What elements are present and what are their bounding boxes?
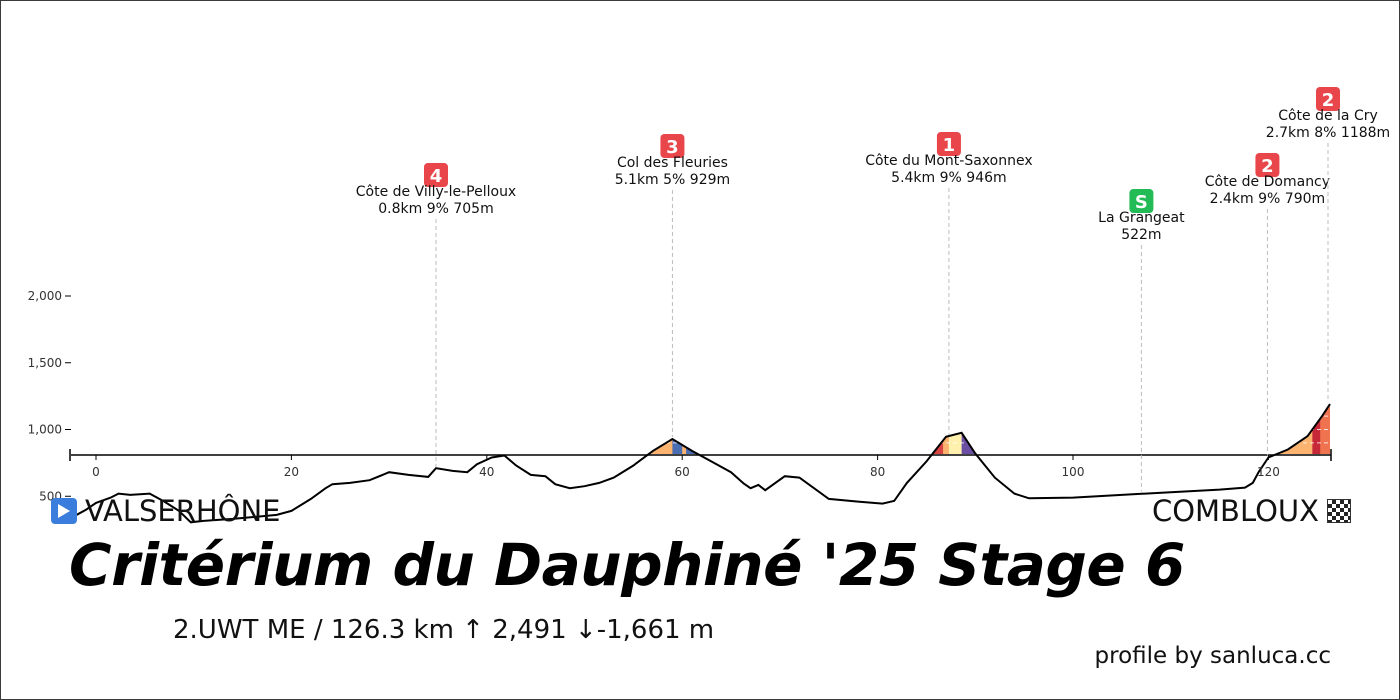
gradient-segment bbox=[686, 404, 745, 454]
category-badge bbox=[936, 132, 961, 156]
gradient-segment bbox=[943, 404, 950, 454]
gradient-segment bbox=[599, 404, 605, 454]
category-badge-label: 2 bbox=[1261, 156, 1274, 177]
gradient-segment bbox=[682, 404, 687, 454]
climb-detail: 5.1km 5% 929m bbox=[615, 172, 730, 188]
gradient-segment bbox=[430, 404, 439, 454]
gradient-segment bbox=[1046, 404, 1246, 454]
gradient-segment bbox=[758, 404, 766, 454]
gradient-segment bbox=[550, 404, 566, 454]
stage-stats: 2.UWT ME / 126.3 km ↑ 2,491 ↓-1,661 m bbox=[173, 615, 715, 645]
climb-name: Col des Fleuries bbox=[617, 155, 728, 171]
gradient-segment bbox=[750, 404, 760, 454]
gradient-segment bbox=[1244, 404, 1254, 454]
gradient-segment bbox=[613, 404, 674, 454]
category-badge bbox=[1255, 153, 1280, 177]
category-badge bbox=[423, 163, 448, 187]
x-tick-label: 60 bbox=[675, 465, 690, 479]
gradient-segment bbox=[1022, 404, 1048, 454]
climb-name: Côte de Villy-le-Pelloux bbox=[356, 184, 517, 200]
gradient-segment bbox=[369, 404, 390, 454]
gradient-segment bbox=[543, 404, 551, 454]
gradient-segment bbox=[437, 404, 468, 454]
climb-name: Côte de la Cry bbox=[1278, 108, 1378, 124]
y-tick-label: 1,000 bbox=[28, 423, 62, 437]
gradient-segment bbox=[78, 404, 103, 454]
y-tick-label: 2,000 bbox=[28, 289, 62, 303]
x-tick-label: 20 bbox=[284, 465, 299, 479]
climb-name: La Grangeat bbox=[1098, 210, 1185, 226]
stage-title: Critérium du Dauphiné '25 Stage 6 bbox=[69, 531, 1185, 599]
gradient-segment bbox=[808, 404, 835, 454]
gradient-segment bbox=[530, 404, 545, 454]
climb-name: Côte du Mont-Saxonnex bbox=[865, 153, 1032, 169]
gradient-segment bbox=[479, 404, 505, 454]
gradient-segment bbox=[1002, 404, 1023, 454]
checkered-flag-icon bbox=[1327, 499, 1351, 523]
climb-detail: 5.4km 9% 946m bbox=[891, 170, 1006, 186]
gradient-segment bbox=[867, 404, 895, 454]
finish-location: COMBLOUX bbox=[1151, 494, 1351, 528]
finish-town: COMBLOUX bbox=[1151, 494, 1319, 528]
gradient-segment bbox=[775, 404, 799, 454]
x-tick-label: 80 bbox=[870, 465, 885, 479]
gradient-segment bbox=[332, 404, 371, 454]
gradient-segment bbox=[1252, 404, 1260, 454]
elevation-outline bbox=[70, 403, 1331, 524]
gradient-segment bbox=[101, 404, 120, 454]
profile-credit: profile by sanluca.cc bbox=[1094, 643, 1331, 669]
category-badge-label: 2 bbox=[1322, 90, 1335, 111]
x-tick-label: 40 bbox=[479, 465, 494, 479]
gradient-segment bbox=[743, 404, 752, 454]
gradient-segment bbox=[389, 404, 431, 454]
x-tick-label: 100 bbox=[1062, 465, 1085, 479]
play-icon bbox=[51, 498, 77, 524]
gradient-segment bbox=[118, 404, 151, 454]
gradient-segment bbox=[797, 404, 809, 454]
climb-detail: 0.8km 9% 705m bbox=[378, 201, 493, 217]
gradient-segment bbox=[504, 404, 532, 454]
gradient-segment bbox=[570, 404, 600, 454]
climb-detail: 2.4km 9% 790m bbox=[1210, 191, 1325, 207]
category-badge bbox=[1129, 189, 1154, 213]
gradient-segment bbox=[765, 404, 776, 454]
gradient-segment bbox=[961, 404, 1004, 454]
climb-name: Côte de Domancy bbox=[1205, 174, 1330, 190]
gradient-segment bbox=[149, 404, 192, 454]
climb-detail: 522m bbox=[1121, 227, 1161, 243]
x-tick-label: 0 bbox=[92, 465, 100, 479]
gradient-segment bbox=[604, 404, 615, 454]
gradient-segment bbox=[1258, 404, 1269, 454]
category-badge-label: 3 bbox=[666, 137, 679, 158]
category-badge-label: S bbox=[1135, 192, 1148, 213]
gradient-segment bbox=[948, 404, 963, 454]
category-badge bbox=[1315, 87, 1340, 111]
x-tick-label: 120 bbox=[1257, 465, 1280, 479]
category-badge-label: 1 bbox=[943, 135, 956, 156]
gradient-segment bbox=[894, 404, 904, 454]
gradient-segment bbox=[71, 404, 80, 454]
y-tick-label: 1,500 bbox=[28, 356, 62, 370]
category-badge-label: 4 bbox=[430, 166, 443, 187]
gradient-segment bbox=[903, 404, 944, 454]
start-town: VALSERHÔNE bbox=[85, 494, 281, 528]
gradient-segment bbox=[291, 404, 334, 454]
gradient-segment bbox=[1312, 404, 1321, 454]
gradient-segment bbox=[467, 404, 481, 454]
gradient-segment bbox=[190, 404, 292, 454]
gradient-segment bbox=[564, 404, 572, 454]
category-badge bbox=[660, 134, 685, 158]
start-location: VALSERHÔNE bbox=[51, 494, 281, 528]
gradient-segment bbox=[833, 404, 869, 454]
climb-detail: 2.7km 8% 1188m bbox=[1266, 125, 1390, 141]
gradient-segment bbox=[672, 404, 683, 454]
